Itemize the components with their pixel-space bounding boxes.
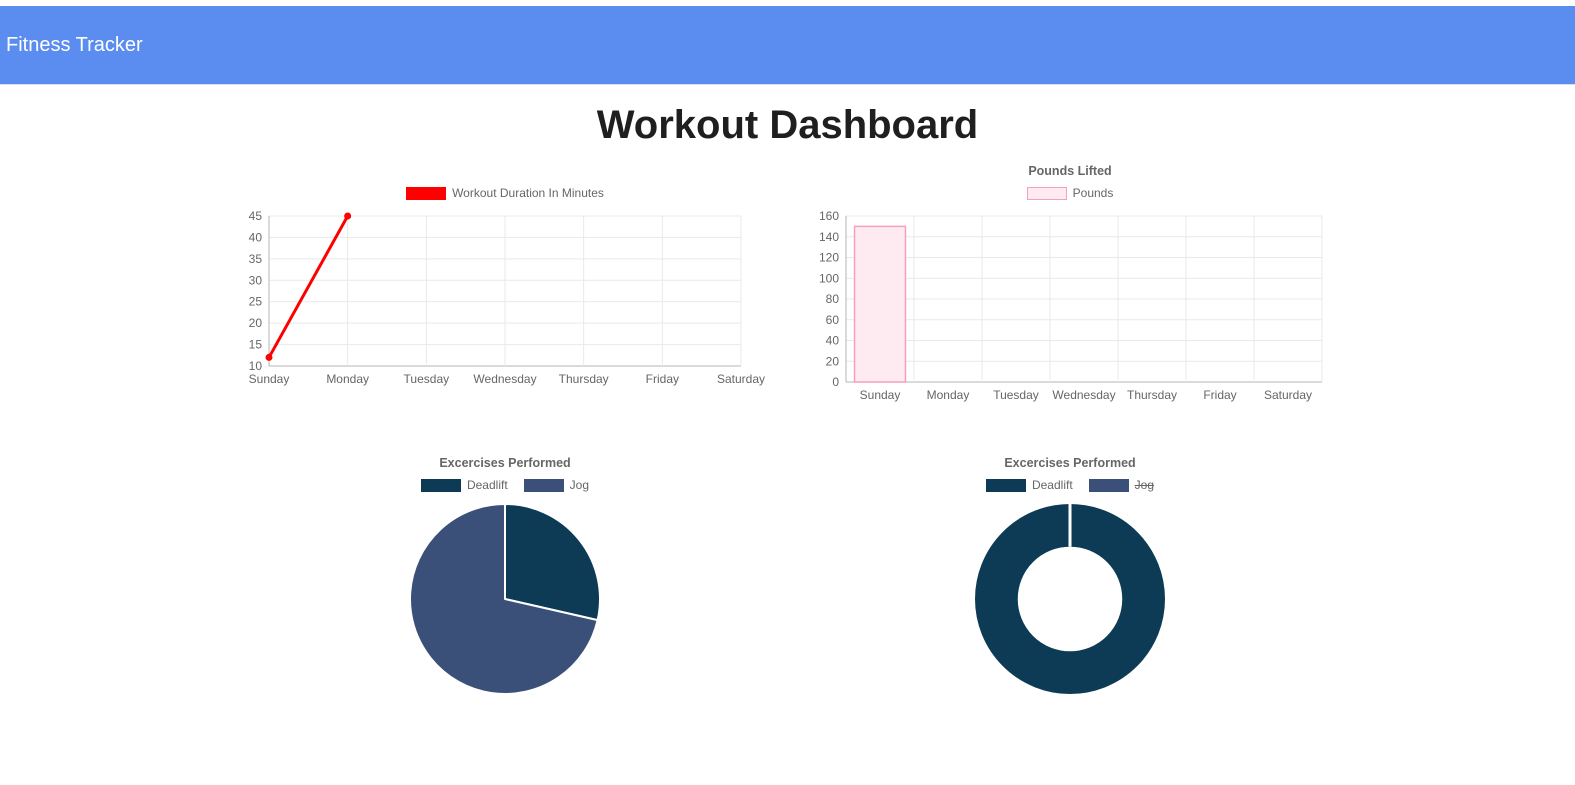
doughnut-legend: Deadlift Jog [985,478,1155,492]
svg-text:35: 35 [249,252,263,266]
legend-swatch [1026,186,1067,200]
svg-text:Tuesday: Tuesday [404,372,450,386]
legend-label: Workout Duration In Minutes [452,186,604,200]
legend-swatch [406,186,447,200]
pounds-legend: Pounds [1026,186,1114,200]
legend-item-jog[interactable]: Jog [1088,478,1155,492]
charts-grid: Workout Duration In Minutes 10 15 20 25 30 35… [223,164,1353,698]
duration-line-chart: Workout Duration In Minutes 10 15 20 25 30 35… [223,164,788,406]
svg-text:25: 25 [249,295,263,309]
svg-text:45: 45 [249,209,263,223]
svg-text:40: 40 [249,230,263,244]
pounds-bar-chart: Pounds Lifted Pounds 0 20 40 60 80 100 120 140 1… [788,164,1353,406]
pie-svg [409,503,601,695]
legend-item-duration[interactable]: Workout Duration In Minutes [406,186,604,200]
svg-text:Thursday: Thursday [1127,388,1177,402]
svg-text:20: 20 [826,354,840,368]
legend-item-jog[interactable]: Jog [523,478,590,492]
svg-text:Thursday: Thursday [559,372,609,386]
svg-text:Tuesday: Tuesday [993,388,1039,402]
svg-text:Sunday: Sunday [249,372,290,386]
legend-swatch [1088,478,1129,492]
svg-text:0: 0 [832,375,839,389]
svg-text:80: 80 [826,292,840,306]
duration-legend: Workout Duration In Minutes [406,186,604,200]
svg-text:60: 60 [826,313,840,327]
page-title: Workout Dashboard [596,103,979,147]
legend-swatch [523,478,564,492]
legend-label: Jog [1134,478,1155,492]
legend-label: Jog [569,478,590,492]
svg-text:160: 160 [819,209,839,223]
svg-text:Monday: Monday [927,388,970,402]
dashboard: Workout Dashboard Workout Duration In Mi… [0,103,1575,698]
svg-text:Wednesday: Wednesday [473,372,536,386]
svg-text:10: 10 [249,359,263,373]
legend-item-pounds[interactable]: Pounds [1026,186,1114,200]
svg-text:Sunday: Sunday [860,388,901,402]
app-brand: Fitness Tracker [6,33,143,56]
app-header: Fitness Tracker [0,6,1575,85]
svg-text:20: 20 [249,316,263,330]
legend-item-deadlift[interactable]: Deadlift [985,478,1073,492]
legend-label: Deadlift [1031,478,1073,492]
pie-legend: Deadlift Jog [420,478,590,492]
svg-text:100: 100 [819,271,839,285]
pie-chart-title: Excercises Performed [439,456,571,470]
svg-text:140: 140 [819,230,839,244]
svg-text:Monday: Monday [326,372,369,386]
exercises-pie-chart: Excercises Performed Deadlift Jog [223,456,788,698]
doughnut-svg [975,504,1165,694]
svg-text:15: 15 [249,338,263,352]
svg-text:30: 30 [249,273,263,287]
svg-text:Saturday: Saturday [1264,388,1312,402]
svg-text:Saturday: Saturday [717,372,765,386]
svg-text:40: 40 [826,334,840,348]
legend-swatch [985,478,1026,492]
pounds-chart-title: Pounds Lifted [1028,164,1112,178]
svg-text:120: 120 [819,251,839,265]
duration-plot-svg: 10 15 20 25 30 35 40 45 Sunday Monday Tuesday Wedne… [249,209,765,386]
exercises-doughnut-chart: Excercises Performed Deadlift Jog [788,456,1353,698]
pounds-plot-svg: 0 20 40 60 80 100 120 140 160 Sunday Monday Tuesday… [819,209,1323,402]
doughnut-chart-title: Excercises Performed [1004,456,1136,470]
legend-label: Deadlift [466,478,508,492]
legend-item-deadlift[interactable]: Deadlift [420,478,508,492]
legend-swatch [420,478,461,492]
legend-label: Pounds [1072,186,1114,200]
svg-text:Wednesday: Wednesday [1052,388,1115,402]
svg-text:Friday: Friday [646,372,679,386]
svg-text:Friday: Friday [1203,388,1236,402]
